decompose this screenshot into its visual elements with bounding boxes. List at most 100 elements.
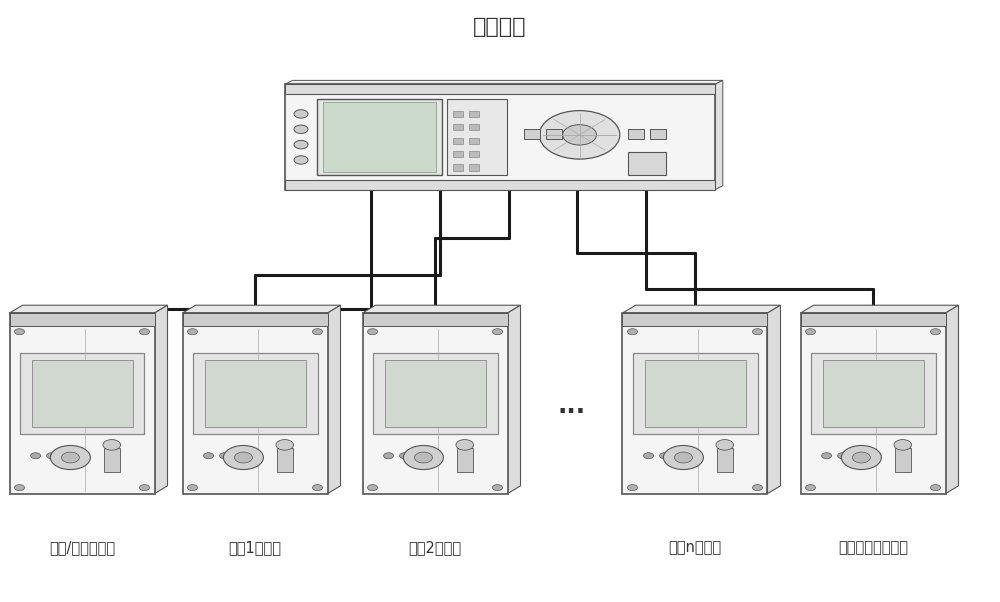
Bar bbox=[453, 151, 463, 157]
Circle shape bbox=[140, 329, 150, 335]
Bar bbox=[362, 313, 508, 494]
Text: ···: ··· bbox=[558, 400, 586, 424]
Bar bbox=[469, 124, 479, 130]
Polygon shape bbox=[622, 305, 780, 313]
Bar bbox=[384, 360, 486, 427]
Polygon shape bbox=[182, 305, 340, 313]
Circle shape bbox=[223, 445, 263, 470]
Circle shape bbox=[894, 439, 912, 450]
Bar bbox=[32, 360, 132, 427]
Bar bbox=[453, 138, 463, 144]
Circle shape bbox=[103, 439, 121, 450]
Bar bbox=[317, 99, 442, 175]
Text: 线路1子单元: 线路1子单元 bbox=[228, 541, 282, 555]
Circle shape bbox=[753, 329, 763, 335]
Bar bbox=[622, 313, 767, 326]
Bar bbox=[546, 129, 562, 139]
Bar bbox=[182, 313, 328, 494]
Circle shape bbox=[276, 439, 294, 450]
Circle shape bbox=[312, 329, 322, 335]
Bar bbox=[717, 448, 733, 472]
Circle shape bbox=[188, 485, 198, 491]
Bar bbox=[822, 360, 924, 427]
Bar bbox=[372, 353, 498, 434]
Bar bbox=[453, 124, 463, 130]
Polygon shape bbox=[507, 305, 520, 494]
Bar bbox=[285, 84, 715, 94]
Bar bbox=[453, 164, 463, 170]
Circle shape bbox=[628, 329, 638, 335]
Circle shape bbox=[234, 452, 252, 463]
Bar bbox=[644, 360, 746, 427]
Circle shape bbox=[403, 445, 443, 470]
Bar bbox=[650, 129, 666, 139]
Circle shape bbox=[753, 485, 763, 491]
Circle shape bbox=[50, 445, 90, 470]
Circle shape bbox=[312, 485, 322, 491]
Circle shape bbox=[841, 445, 881, 470]
Circle shape bbox=[140, 485, 150, 491]
Bar bbox=[447, 99, 507, 175]
Circle shape bbox=[838, 453, 848, 459]
Circle shape bbox=[716, 439, 734, 450]
Circle shape bbox=[492, 329, 502, 335]
Circle shape bbox=[47, 453, 57, 459]
Bar bbox=[182, 313, 328, 326]
Bar bbox=[628, 129, 644, 139]
Circle shape bbox=[15, 329, 25, 335]
Circle shape bbox=[188, 329, 198, 335]
Bar bbox=[205, 360, 306, 427]
Bar bbox=[457, 448, 473, 472]
Polygon shape bbox=[10, 305, 168, 313]
Circle shape bbox=[31, 453, 41, 459]
Bar bbox=[104, 448, 120, 472]
Bar bbox=[10, 313, 154, 494]
Circle shape bbox=[414, 452, 432, 463]
Circle shape bbox=[400, 453, 410, 459]
Text: 变压器分侧子单元: 变压器分侧子单元 bbox=[838, 541, 908, 555]
Bar bbox=[800, 313, 946, 494]
Bar bbox=[633, 353, 758, 434]
Polygon shape bbox=[328, 305, 340, 494]
Circle shape bbox=[492, 485, 502, 491]
Polygon shape bbox=[285, 80, 723, 84]
Circle shape bbox=[384, 453, 394, 459]
Text: 线路n子单元: 线路n子单元 bbox=[668, 541, 722, 555]
Bar bbox=[277, 448, 293, 472]
Circle shape bbox=[852, 452, 870, 463]
Text: 母线保护: 母线保护 bbox=[473, 17, 527, 37]
Circle shape bbox=[930, 485, 940, 491]
Bar bbox=[469, 138, 479, 144]
Circle shape bbox=[368, 485, 378, 491]
Text: 母联/分段子单元: 母联/分段子单元 bbox=[49, 541, 115, 555]
Circle shape bbox=[368, 329, 378, 335]
Bar bbox=[285, 180, 715, 190]
Circle shape bbox=[15, 485, 25, 491]
Bar bbox=[810, 353, 936, 434]
Bar bbox=[469, 164, 479, 170]
Polygon shape bbox=[768, 305, 780, 494]
Circle shape bbox=[660, 453, 670, 459]
Circle shape bbox=[539, 111, 620, 159]
Circle shape bbox=[294, 125, 308, 134]
Circle shape bbox=[628, 485, 638, 491]
Bar bbox=[285, 84, 715, 190]
Bar bbox=[20, 353, 144, 434]
Text: 线路2子单元: 线路2子单元 bbox=[408, 541, 462, 555]
Circle shape bbox=[294, 140, 308, 149]
Bar bbox=[800, 313, 946, 326]
Bar bbox=[453, 111, 463, 117]
Bar bbox=[524, 129, 540, 139]
Circle shape bbox=[204, 453, 214, 459]
Bar bbox=[469, 111, 479, 117]
Bar bbox=[895, 448, 911, 472]
Circle shape bbox=[644, 453, 654, 459]
Polygon shape bbox=[800, 305, 958, 313]
Circle shape bbox=[806, 329, 816, 335]
Bar bbox=[10, 313, 154, 326]
Circle shape bbox=[663, 445, 703, 470]
Circle shape bbox=[806, 485, 816, 491]
Circle shape bbox=[220, 453, 230, 459]
Polygon shape bbox=[154, 305, 168, 494]
Circle shape bbox=[930, 329, 940, 335]
